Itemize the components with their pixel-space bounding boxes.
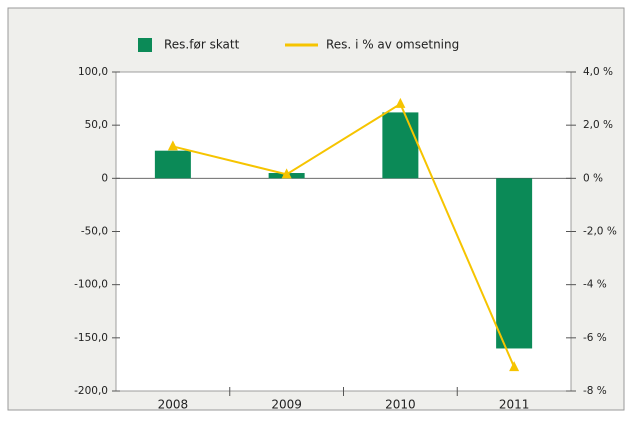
y-tick-label: 0	[101, 172, 108, 184]
x-tick-label: 2008	[158, 398, 189, 412]
y-tick-label: -200,0	[74, 385, 108, 397]
y2-tick-label: 2,0 %	[583, 119, 613, 131]
legend-label: Res. i % av omsetning	[326, 38, 459, 52]
marker	[281, 168, 292, 179]
y-tick-label: -100,0	[74, 279, 108, 291]
marker	[395, 97, 406, 108]
y-tick-label: 50,0	[85, 119, 108, 131]
x-tick-label: 2009	[271, 398, 302, 412]
y2-tick-label: 4,0 %	[583, 66, 613, 78]
legend-swatch	[138, 38, 152, 52]
bar	[496, 178, 533, 349]
legend-label: Res.før skatt	[164, 38, 240, 52]
plot-area	[115, 71, 572, 392]
y2-tick-label: -2,0 %	[583, 226, 617, 238]
marker	[167, 140, 178, 151]
bar	[154, 150, 191, 179]
y2-tick-label: -8 %	[583, 385, 607, 397]
y2-tick-label: -6 %	[583, 332, 607, 344]
y-tick-label: -150,0	[74, 332, 108, 344]
marker	[509, 361, 520, 372]
y2-tick-label: -4 %	[583, 279, 607, 291]
line	[172, 102, 516, 368]
x-tick-label: 2011	[499, 398, 530, 412]
x-tick-label: 2010	[385, 398, 416, 412]
y-tick-label: 100,0	[78, 66, 108, 78]
bar	[382, 112, 419, 179]
y2-tick-label: 0 %	[583, 172, 603, 184]
y-tick-label: -50,0	[81, 226, 108, 238]
